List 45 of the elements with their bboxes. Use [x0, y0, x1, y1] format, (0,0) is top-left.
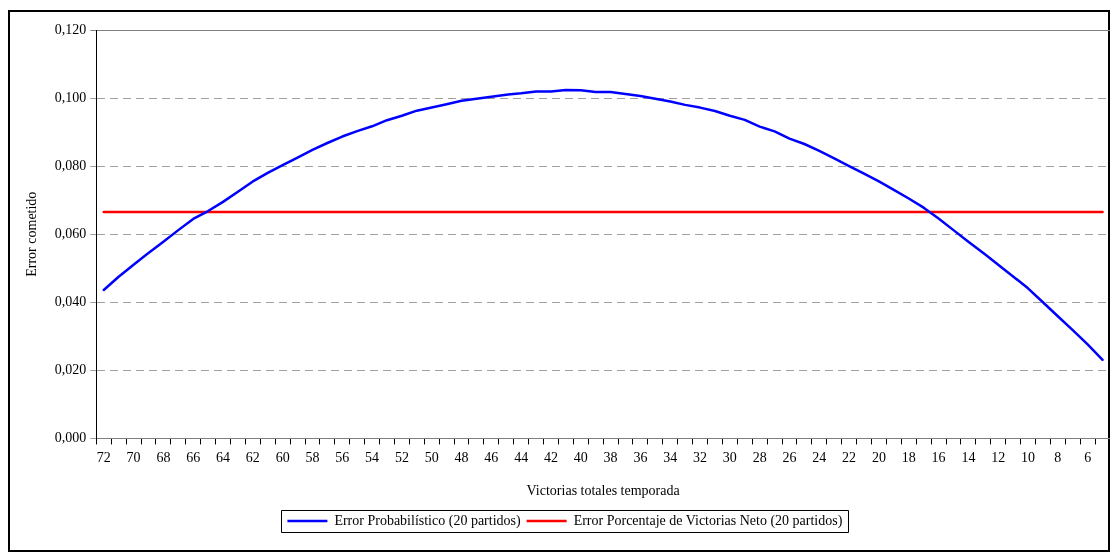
- y-tick-label: 0,080: [54, 157, 87, 173]
- x-tick-label: 46: [484, 450, 499, 466]
- x-tick-label: 56: [335, 450, 350, 466]
- x-tick-label: 26: [782, 450, 797, 466]
- x-tick-label: 62: [245, 450, 260, 466]
- x-tick-label: 16: [931, 450, 946, 466]
- x-axis-title: Victorias totales temporada: [526, 483, 681, 499]
- x-tick-label: 10: [1021, 450, 1036, 466]
- x-tick-label: 36: [633, 450, 648, 466]
- x-tick-label: 30: [722, 450, 737, 466]
- x-tick-label: 38: [603, 450, 618, 466]
- x-tick-label: 58: [305, 450, 320, 466]
- x-tick-label: 72: [96, 450, 111, 466]
- x-tick-label: 8: [1054, 450, 1062, 466]
- x-tick-label: 20: [871, 450, 886, 466]
- legend-label: Error Probabilístico (20 partidos): [334, 512, 521, 529]
- legend-label: Error Porcentaje de Victorias Neto (20 partidos): [573, 512, 843, 529]
- x-tick-label: 6: [1084, 450, 1092, 466]
- x-tick-label: 52: [394, 450, 409, 466]
- x-tick-label: 50: [424, 450, 439, 466]
- y-tick-label: 0,020: [54, 362, 87, 378]
- x-tick-label: 42: [543, 450, 558, 466]
- x-tick-label: 18: [901, 450, 916, 466]
- x-tick-label: 14: [961, 450, 976, 466]
- x-tick-label: 54: [365, 450, 380, 466]
- x-tick-label: 28: [752, 450, 767, 466]
- y-tick-label: 0,100: [54, 89, 87, 105]
- x-tick-label: 70: [126, 450, 141, 466]
- x-tick-label: 40: [573, 450, 588, 466]
- x-tick-label: 68: [156, 450, 171, 466]
- x-tick-label: 32: [693, 450, 708, 466]
- x-tick-label: 66: [186, 450, 201, 466]
- x-tick-label: 60: [275, 450, 290, 466]
- y-tick-label: 0,120: [54, 21, 87, 37]
- x-tick-label: 34: [663, 450, 678, 466]
- x-tick-label: 44: [514, 450, 529, 466]
- x-tick-label: 48: [454, 450, 469, 466]
- x-tick-label: 22: [842, 450, 857, 466]
- y-tick-label: 0,040: [54, 293, 87, 309]
- y-tick-label: 0,060: [54, 225, 87, 241]
- y-axis-title: Error cometido: [24, 191, 40, 277]
- x-tick-label: 24: [812, 450, 827, 466]
- x-tick-label: 12: [991, 450, 1006, 466]
- x-tick-label: 64: [216, 450, 231, 466]
- y-tick-label: 0,000: [54, 430, 87, 446]
